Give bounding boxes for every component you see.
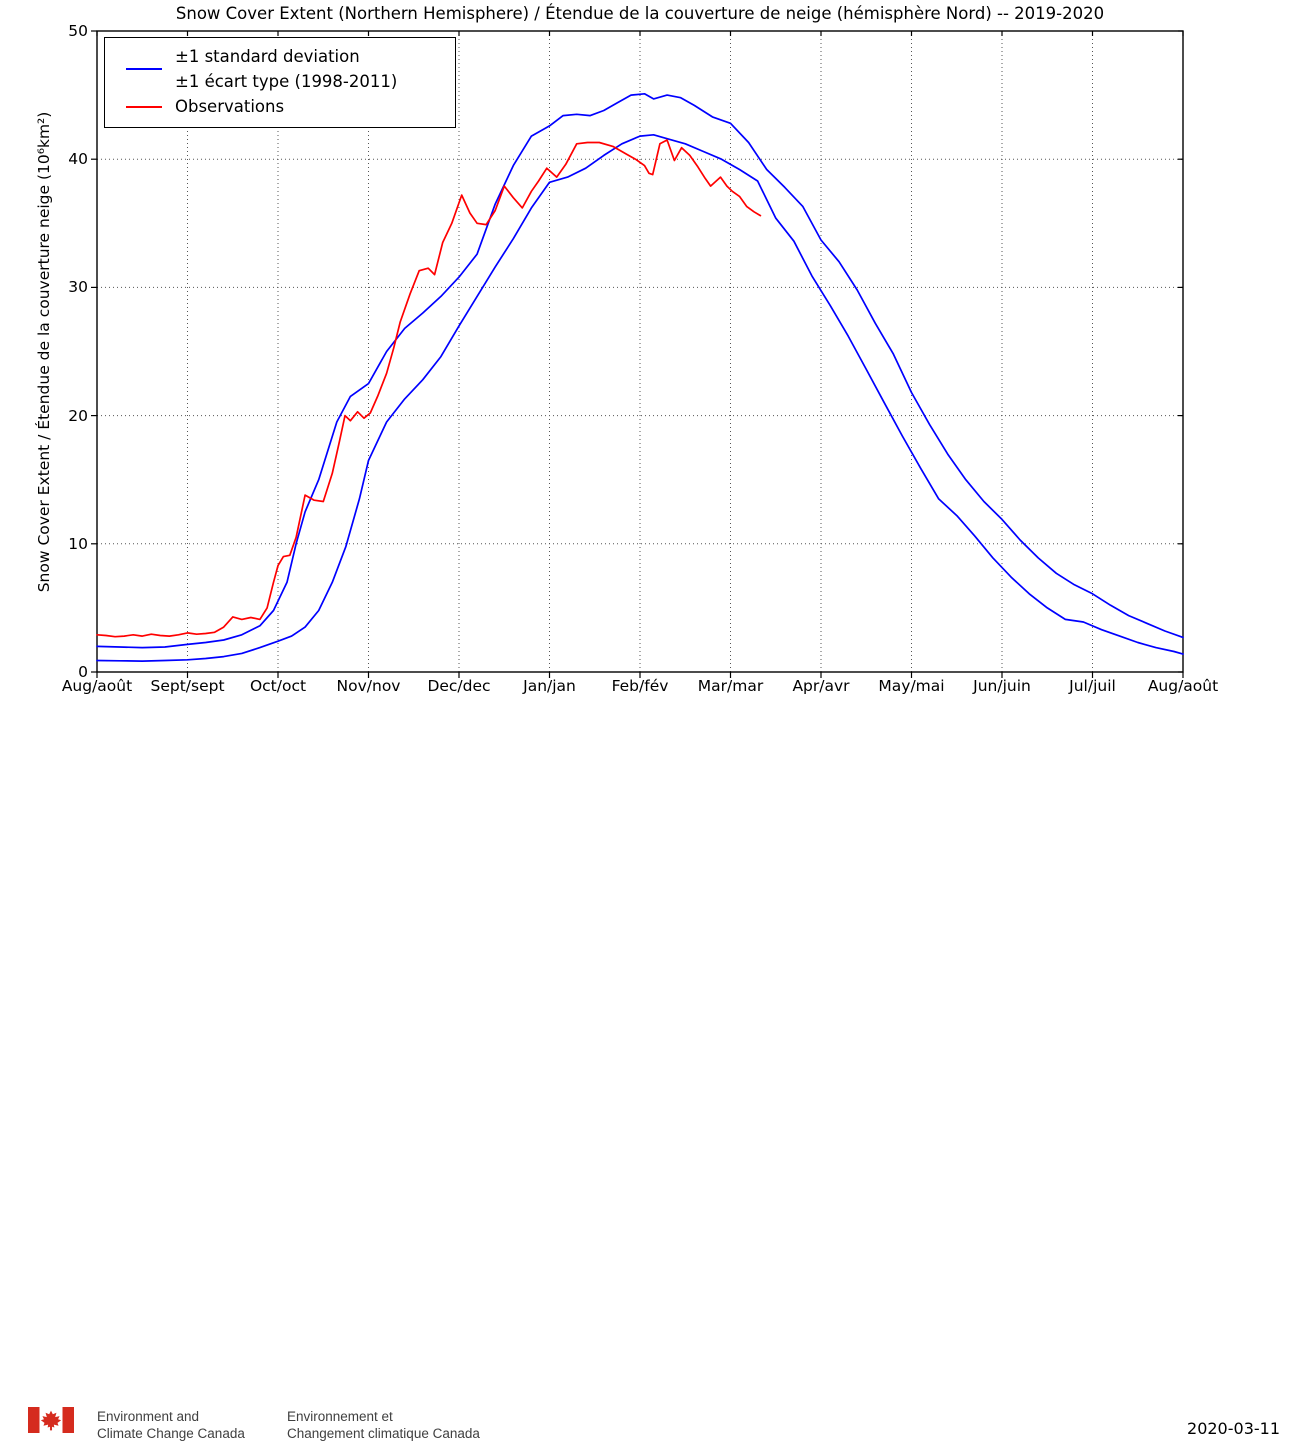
x-tick-label-8: Apr/avr [792, 677, 850, 695]
legend-entry-band: ±1 standard deviation ±1 écart type (199… [113, 44, 447, 94]
plot-border [96, 30, 1184, 673]
band-label-line1: ±1 standard deviation [175, 47, 360, 66]
x-tick-label-4: Dec/dec [427, 677, 491, 695]
x-tick-label-9: May/mai [878, 677, 945, 695]
x-tick-label-11: Jul/juil [1069, 677, 1116, 695]
band-label: ±1 standard deviation ±1 écart type (199… [175, 44, 397, 94]
org-name-french: Environnement et Changement climatique C… [287, 1408, 480, 1442]
x-tick-label-1: Sept/sept [150, 677, 225, 695]
x-tick-label-7: Mar/mar [697, 677, 764, 695]
snow-cover-figure: Snow Cover Extent (Northern Hemisphere) … [0, 4, 1293, 1441]
series-line-0 [96, 92, 1184, 649]
series-line-2 [96, 139, 762, 638]
org-fr-line1: Environnement et [287, 1409, 393, 1424]
y-tick-label-0: 0 [78, 663, 88, 681]
observations-label: Observations [175, 97, 285, 116]
x-tick-label-3: Nov/nov [336, 677, 401, 695]
legend: ±1 standard deviation ±1 écart type (199… [104, 37, 456, 128]
chart-plot-area [91, 30, 1184, 678]
series-line-1 [96, 133, 1184, 662]
y-axis-label: Snow Cover Extent / Étendue de la couver… [35, 111, 53, 593]
y-tick-label-50: 50 [68, 22, 88, 40]
y-tick-label-30: 30 [68, 278, 88, 297]
band-line-sample-col [113, 68, 175, 70]
org-fr-line2: Changement climatique Canada [287, 1426, 480, 1441]
org-en-line1: Environment and [97, 1409, 200, 1424]
x-tick-label-6: Feb/fév [611, 677, 669, 695]
x-tick-label-5: Jan/jan [523, 677, 576, 695]
date-stamp: 2020-03-11 [1187, 1419, 1280, 1438]
obs-line-sample-col [113, 105, 175, 108]
y-tick-label-20: 20 [68, 406, 88, 425]
x-tick-label-10: Jun/juin [973, 677, 1031, 695]
footer: Environment and Climate Change Canada En… [0, 700, 1293, 1441]
band-label-line2: ±1 écart type (1998-2011) [175, 72, 398, 91]
y-tick-label-10: 10 [68, 534, 88, 553]
legend-entry-observations: Observations [113, 94, 447, 119]
org-en-line2: Climate Change Canada [97, 1426, 245, 1441]
band-line-icon [126, 68, 162, 70]
chart-title: Snow Cover Extent (Northern Hemisphere) … [175, 4, 1105, 23]
canada-flag-icon [28, 1407, 74, 1433]
x-tick-label-2: Oct/oct [249, 677, 307, 695]
y-tick-label-40: 40 [68, 150, 88, 169]
x-tick-label-0: Aug/août [61, 677, 133, 695]
x-tick-label-12: Aug/août [1147, 677, 1219, 695]
observations-line-icon [126, 105, 162, 108]
org-name-english: Environment and Climate Change Canada [97, 1408, 245, 1442]
